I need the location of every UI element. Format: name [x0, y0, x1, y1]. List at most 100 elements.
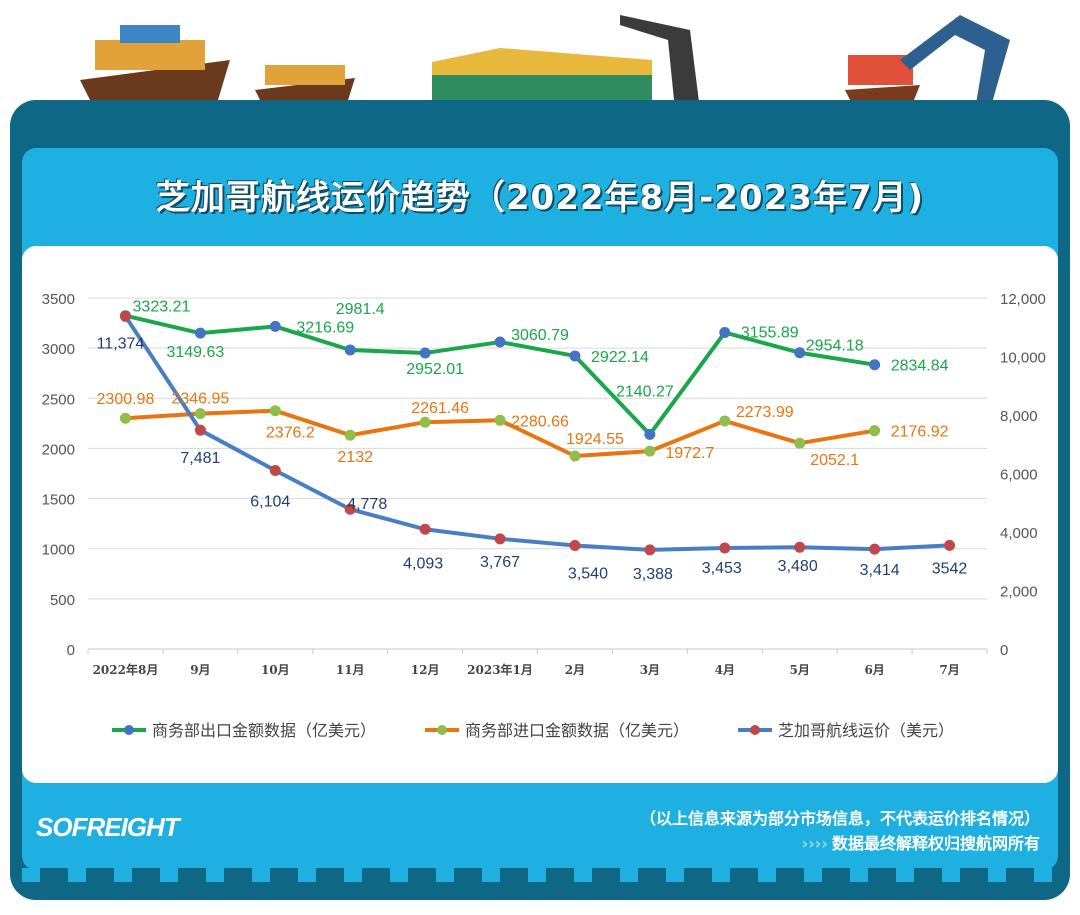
series-1-data-label: 2132: [337, 449, 373, 466]
series-0-marker: [794, 347, 806, 359]
series-2-data-label: 3,767: [480, 554, 520, 571]
x-tick-label: 12月: [411, 663, 440, 677]
series-0-data-label: 2140.27: [616, 383, 674, 400]
series-0-marker: [344, 344, 356, 356]
series-2-data-label: 3,414: [860, 562, 900, 579]
series-2-marker: [869, 543, 881, 555]
y-right-tick-label: 4,000: [1000, 525, 1038, 542]
series-0-marker: [194, 327, 206, 339]
series-0-marker: [644, 428, 656, 440]
series-1-data-label: 1972.7: [665, 445, 714, 462]
series-0-marker: [494, 336, 506, 348]
y-right-tick-label: 0: [1000, 642, 1008, 659]
x-tick-label: 6月: [864, 663, 884, 677]
series-0-marker: [869, 359, 881, 371]
x-tick-label: 5月: [790, 663, 810, 677]
series-2-data-label: 7,481: [180, 450, 220, 467]
legend-marker-2: [750, 725, 760, 735]
series-1-data-label: 2052.1: [810, 452, 859, 469]
series-1-data-label: 2273.99: [736, 404, 794, 421]
series-1-marker: [269, 405, 281, 417]
series-0-data-label: 2954.18: [806, 338, 864, 355]
y-left-tick-label: 500: [50, 592, 75, 609]
arrows-icon: ››››: [801, 834, 828, 853]
series-2-marker: [269, 464, 281, 476]
legend-label: 商务部出口金额数据（亿美元）: [152, 721, 376, 740]
series-1-marker: [119, 412, 131, 424]
series-2-marker: [494, 533, 506, 545]
series-0-data-label: 2922.14: [591, 349, 649, 366]
series-0-data-label: 2834.84: [891, 358, 949, 375]
series-2-data-label: 3,453: [702, 560, 742, 577]
sofreight-logo: SOFREIGHT: [36, 812, 180, 842]
series-2-marker: [644, 544, 656, 556]
y-right-tick-label: 10,000: [1000, 350, 1046, 367]
source-note: （以上信息来源为部分市场信息，不代表运价排名情况）: [639, 809, 1040, 828]
series-1-data-label: 1924.55: [566, 431, 624, 448]
series-1-marker: [419, 416, 431, 428]
series-0-data-label: 3216.69: [296, 319, 354, 336]
y-right-tick-label: 6,000: [1000, 467, 1038, 484]
series-2-marker: [119, 310, 131, 322]
y-right-tick-label: 8,000: [1000, 408, 1038, 425]
series-0-marker: [569, 350, 581, 362]
series-2-marker: [194, 424, 206, 436]
series-0-marker: [269, 320, 281, 332]
y-right-tick-label: 12,000: [1000, 291, 1046, 308]
series-2-marker: [944, 539, 956, 551]
chart-title: 芝加哥航线运价趋势（2022年8月-2023年7月): [155, 178, 925, 218]
y-left-tick-label: 2000: [42, 441, 75, 458]
series-2-data-label: 3542: [932, 560, 968, 577]
chart-panel: [22, 246, 1058, 783]
series-line-2: [123, 315, 950, 552]
x-tick-label: 2月: [565, 663, 585, 677]
series-1-marker: [794, 437, 806, 449]
series-1-data-label: 2261.46: [411, 400, 469, 417]
series-1-marker: [869, 425, 881, 437]
y-right-tick-label: 2,000: [1000, 584, 1038, 601]
series-0-marker: [419, 347, 431, 359]
series-0-data-label: 2981.4: [336, 301, 385, 318]
series-1-marker: [569, 450, 581, 462]
x-tick-label: 10月: [261, 663, 290, 677]
port-illustration: [80, 15, 1010, 110]
series-0-data-label: 3149.63: [166, 344, 224, 361]
rights-text: 数据最终解释权归搜航网所有: [831, 834, 1040, 853]
series-2-data-label: 11,374: [97, 335, 145, 352]
y-left-tick-label: 1000: [42, 542, 75, 559]
y-left-tick-label: 3000: [42, 341, 75, 358]
legend-label: 芝加哥航线运价（美元）: [778, 721, 954, 740]
series-2-marker: [344, 503, 356, 515]
x-tick-label: 7月: [939, 663, 959, 677]
series-1-marker: [644, 445, 656, 457]
rights-note: ›››› 数据最终解释权归搜航网所有: [802, 830, 1040, 854]
x-tick-label: 4月: [715, 663, 735, 677]
series-0-data-label: 2952.01: [406, 361, 464, 378]
legend-marker-1: [437, 725, 447, 735]
legend-marker-0: [124, 725, 134, 735]
y-left-tick-label: 3500: [42, 291, 75, 308]
series-1-marker: [719, 415, 731, 427]
series-1-data-label: 2280.66: [511, 413, 569, 430]
series-2-marker: [569, 539, 581, 551]
series-2-marker: [794, 541, 806, 553]
series-2-marker: [719, 542, 731, 554]
x-tick-label: 3月: [640, 663, 660, 677]
y-left-tick-label: 0: [67, 642, 75, 659]
x-tick-label: 2022年8月: [93, 662, 159, 677]
series-2-data-label: 3,388: [633, 566, 673, 583]
series-1-data-label: 2176.92: [891, 424, 949, 441]
x-tick-label: 2023年1月: [467, 662, 533, 677]
series-0-data-label: 3060.79: [511, 327, 569, 344]
series-0-data-label: 3155.89: [741, 325, 799, 342]
x-tick-label: 11月: [336, 663, 365, 677]
decorative-border: [22, 868, 1058, 882]
series-0-marker: [719, 327, 731, 339]
series-0-data-label: 3323.21: [133, 299, 191, 316]
y-left-tick-label: 1500: [42, 492, 75, 509]
series-2-data-label: 4,778: [347, 496, 387, 513]
series-2-data-label: 3,480: [778, 558, 818, 575]
series-1-data-label: 2346.95: [171, 391, 229, 408]
series-2-data-label: 4,093: [403, 555, 443, 572]
